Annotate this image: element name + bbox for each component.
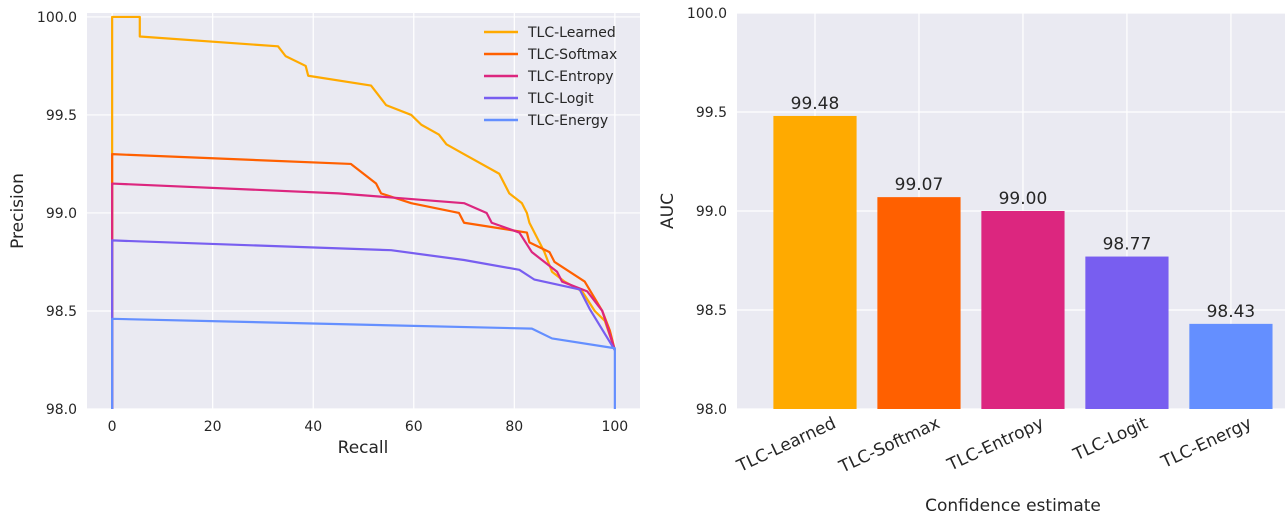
bar-tlc-learned [773,115,857,410]
legend-label-tlc-energy: TLC-Energy [527,113,608,129]
y-tick-label: 98.5 [46,304,77,320]
value-label-tlc-energy: 98.43 [1207,302,1256,322]
x-tick-label-tlc-energy: TLC-Energy [1157,413,1255,473]
bar-tlc-entropy [981,211,1065,409]
bar-value-labels: 99.48 99.07 99.00 98.77 98.43 [791,94,1256,322]
y-tick-label: 98.0 [46,402,77,418]
y-tick-labels: 98.0 98.5 99.0 99.5 100.0 [687,6,727,418]
y-tick-label: 100.0 [37,10,77,26]
value-label-tlc-logit: 98.77 [1103,235,1152,255]
y-tick-label: 99.5 [696,105,727,121]
series-lines [111,15,616,409]
y-tick-label: 98.0 [696,402,727,418]
value-label-tlc-entropy: 99.00 [999,189,1048,209]
x-tick-label: 0 [108,419,117,435]
bars [773,115,1273,410]
legend-label-tlc-entropy: TLC-Entropy [527,69,614,85]
series-line-tlc-logit [111,239,616,409]
x-tick-label-tlc-entropy: TLC-Entropy [944,413,1048,475]
y-tick-label: 99.0 [46,206,77,222]
x-tick-label: 60 [405,419,423,435]
legend-label-tlc-logit: TLC-Logit [527,91,594,107]
bar-tlc-energy [1189,323,1273,409]
series-line-tlc-energy [111,317,616,409]
y-tick-label: 99.5 [46,108,77,124]
series-line-tlc-entropy [111,182,616,409]
value-label-tlc-softmax: 99.07 [895,175,944,195]
x-tick-labels: 0 20 40 60 80 100 [108,419,629,435]
x-tick-label: 100 [601,419,628,435]
precision-recall-chart: 0 20 40 60 80 100 98.0 98.5 99.0 99.5 100.0 Recal… [8,10,640,458]
y-tick-label: 98.5 [696,303,727,319]
x-tick-label-tlc-softmax: TLC-Softmax [835,413,943,477]
x-tick-label: 80 [505,419,523,435]
series-line-tlc-softmax [111,153,616,409]
legend-label-tlc-softmax: TLC-Softmax [527,47,617,63]
gridlines [87,13,640,410]
x-tick-label: 40 [304,419,322,435]
bar-tlc-logit [1085,256,1169,409]
x-tick-label: 20 [204,419,222,435]
x-tick-label-tlc-logit: TLC-Logit [1070,413,1152,465]
y-axis-label: Precision [8,173,28,249]
y-tick-label: 99.0 [696,204,727,220]
plot-area [87,13,640,409]
y-axis-label: AUC [658,193,678,229]
legend: TLC-Learned TLC-Softmax TLC-Entropy TLC-Log… [484,25,617,129]
x-tick-label-tlc-learned: TLC-Learned [733,413,839,477]
bar-tlc-softmax [877,197,961,409]
series-line-tlc-learned [111,15,616,409]
legend-label-tlc-learned: TLC-Learned [527,25,616,41]
x-axis-label: Confidence estimate [925,496,1101,516]
x-axis-label: Recall [338,438,389,458]
value-label-tlc-learned: 99.48 [791,94,840,114]
y-tick-labels: 98.0 98.5 99.0 99.5 100.0 [37,10,77,418]
y-tick-label: 100.0 [687,6,727,22]
